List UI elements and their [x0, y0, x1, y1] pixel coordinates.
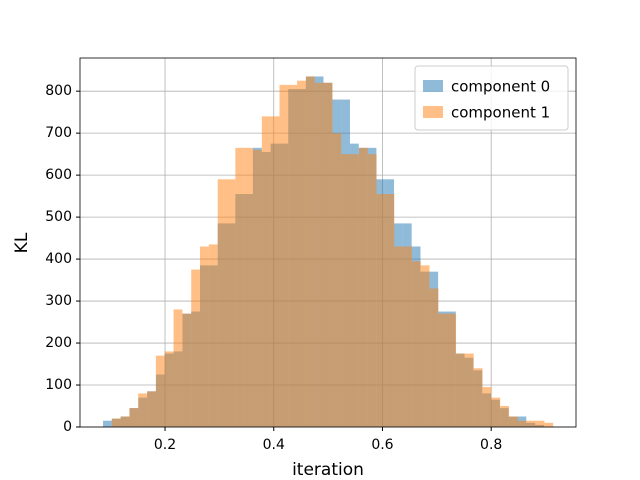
bar: [217, 179, 227, 427]
bar: [173, 309, 183, 427]
bar: [535, 420, 545, 427]
x-tick-label: 0.2: [154, 437, 176, 453]
y-tick-label: 700: [45, 125, 72, 141]
y-tick-label: 800: [45, 83, 72, 99]
bar: [103, 420, 112, 427]
x-tick-label: 0.4: [263, 437, 285, 453]
legend-box: [414, 65, 569, 131]
bar: [297, 80, 306, 427]
bar: [200, 246, 209, 427]
bar: [226, 179, 236, 427]
y-tick-label: 500: [45, 209, 72, 225]
bar: [208, 244, 218, 427]
bar: [261, 116, 271, 428]
bar: [464, 353, 474, 427]
bar: [429, 288, 439, 427]
bar: [367, 154, 377, 427]
bar: [411, 261, 421, 427]
bar: [244, 147, 253, 427]
legend-swatch: [423, 80, 443, 92]
bar: [332, 133, 342, 427]
bar: [314, 82, 324, 428]
x-tick-label: 0.6: [371, 437, 393, 453]
bar: [182, 313, 192, 427]
x-axis-label: iteration: [292, 460, 364, 480]
bar: [305, 76, 315, 427]
bar: [473, 368, 483, 427]
bar: [509, 416, 518, 427]
bar: [288, 84, 298, 428]
bar: [191, 269, 201, 427]
bar: [438, 313, 448, 427]
bar: [120, 416, 130, 427]
bar: [279, 84, 289, 428]
bar: [394, 246, 404, 427]
bar: [456, 353, 465, 427]
bar: [111, 418, 121, 427]
bar: [526, 420, 536, 427]
legend-label: component 1: [451, 104, 550, 122]
bar: [376, 194, 386, 427]
plot-frame: [79, 57, 577, 428]
y-tick-label: 0: [63, 419, 72, 435]
y-tick-label: 100: [45, 377, 72, 393]
bar: [447, 313, 457, 427]
y-axis-label: KL: [12, 232, 32, 253]
bar: [385, 194, 395, 427]
y-tick-label: 400: [45, 251, 72, 267]
bar: [517, 420, 527, 427]
bar: [155, 355, 165, 427]
bar: [129, 408, 139, 427]
x-tick-label: 0.8: [480, 437, 502, 453]
bar: [252, 149, 262, 427]
bar: [544, 422, 554, 427]
bar: [270, 116, 280, 428]
y-tick-label: 600: [45, 167, 72, 183]
bar: [350, 154, 359, 427]
bar: [500, 406, 510, 427]
legend-label: component 0: [451, 78, 550, 96]
bar: [341, 154, 351, 427]
bar: [147, 391, 156, 427]
bar: [164, 351, 174, 427]
y-tick-label: 300: [45, 293, 72, 309]
bar: [482, 387, 492, 427]
legend-swatch: [423, 106, 443, 118]
bar: [420, 265, 430, 427]
bar: [235, 147, 245, 427]
bar: [491, 397, 501, 427]
y-tick-label: 200: [45, 335, 72, 351]
bar: [358, 147, 368, 427]
bar: [403, 246, 412, 427]
bar: [323, 82, 333, 428]
bar: [138, 393, 148, 427]
